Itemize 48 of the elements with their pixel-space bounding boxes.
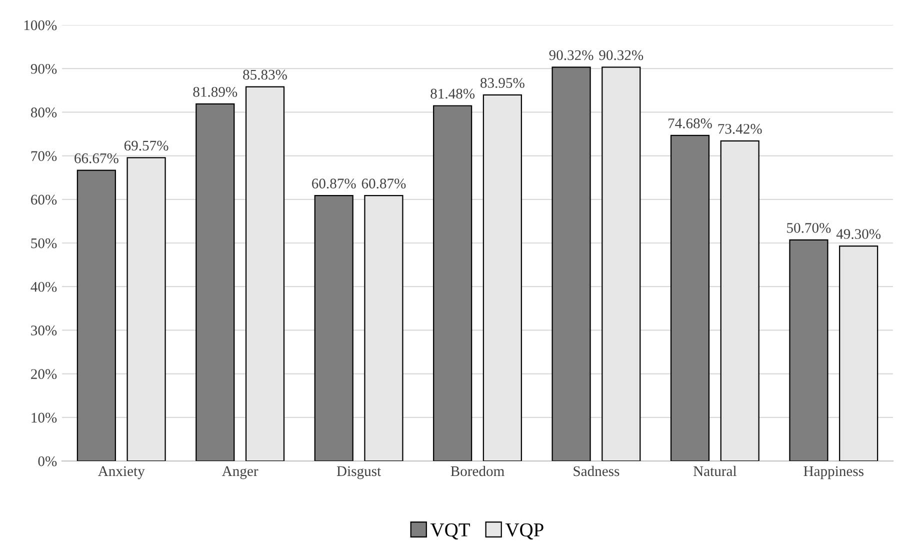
x-tick-label: Disgust: [336, 466, 381, 480]
y-tick-label: 80%: [30, 108, 57, 118]
data-label: 90.32%: [549, 50, 594, 60]
bar: [720, 140, 760, 461]
bar: [314, 195, 354, 461]
data-label: 83.95%: [480, 78, 524, 88]
data-label: 85.83%: [243, 70, 287, 80]
bar: [126, 157, 166, 461]
x-tick-label: Boredom: [450, 466, 504, 476]
bar: [839, 245, 878, 461]
bar: [552, 66, 591, 461]
legend-label: VQT: [430, 523, 470, 540]
y-tick-label: 40%: [30, 282, 57, 292]
data-label: 90.32%: [599, 50, 644, 60]
data-label: 69.57%: [124, 140, 168, 151]
data-label: 66.67%: [74, 153, 118, 164]
y-tick-label: 20%: [31, 369, 57, 380]
bar: [789, 239, 828, 461]
y-tick-label: 0%: [38, 456, 57, 466]
data-label: 81.48%: [430, 88, 475, 99]
y-tick-label: 10%: [32, 412, 57, 423]
x-tick-label: Sadness: [574, 466, 620, 476]
legend-label: VQP: [505, 523, 544, 540]
x-tick-label: Anger: [222, 466, 258, 480]
y-tick-label: 100%: [24, 20, 57, 30]
x-tick-label: Happiness: [804, 466, 864, 480]
data-label: 81.89%: [193, 86, 238, 97]
data-label: 50.70%: [787, 222, 831, 233]
data-label: 73.42%: [718, 124, 762, 134]
x-tick-label: Natural: [693, 466, 736, 476]
data-label: 74.68%: [668, 118, 712, 128]
bar: [245, 86, 285, 461]
bar: [196, 103, 235, 461]
bar: [670, 134, 710, 461]
x-tick-label: Anxiety: [98, 466, 145, 480]
y-tick-label: 90%: [30, 64, 57, 74]
y-tick-label: 30%: [31, 326, 57, 336]
bar: [602, 66, 641, 461]
data-label: 60.87%: [362, 178, 406, 189]
y-tick-label: 50%: [31, 238, 57, 248]
data-label: 49.30%: [836, 229, 881, 239]
bar: [433, 105, 472, 461]
bar: [364, 195, 404, 461]
bar: [76, 170, 116, 461]
bar: [482, 94, 522, 461]
y-tick-label: 60%: [31, 194, 57, 205]
data-label: 60.87%: [312, 178, 356, 189]
y-tick-label: 70%: [31, 151, 57, 162]
